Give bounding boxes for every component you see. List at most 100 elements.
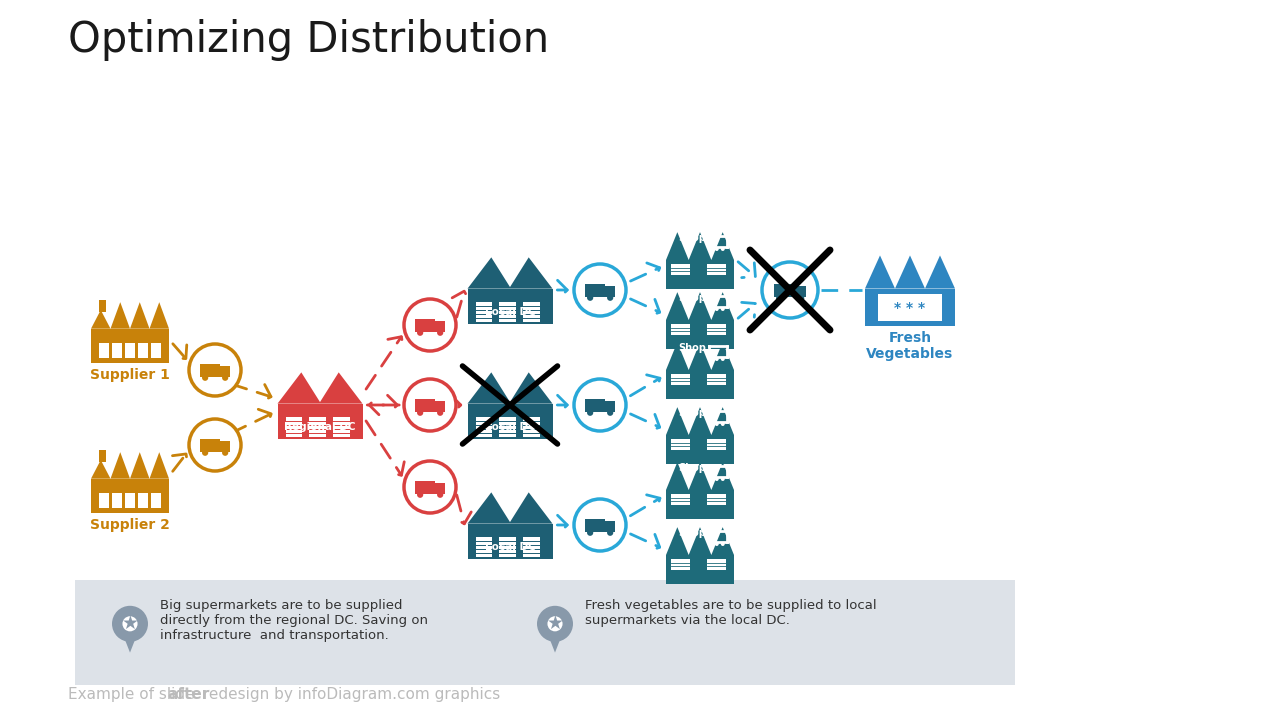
Bar <box>707 559 726 570</box>
Circle shape <box>417 410 424 416</box>
Bar <box>707 264 726 275</box>
Bar <box>524 536 539 557</box>
Bar <box>435 321 445 332</box>
Bar <box>499 536 516 557</box>
Bar <box>125 493 134 508</box>
Bar <box>100 493 109 508</box>
Text: * * *: * * * <box>895 301 925 315</box>
Bar <box>499 302 516 323</box>
Circle shape <box>189 419 241 471</box>
Bar <box>310 417 326 437</box>
Text: Optimizing Distribution: Optimizing Distribution <box>68 19 549 61</box>
Circle shape <box>404 461 456 513</box>
Circle shape <box>721 307 724 311</box>
Bar <box>333 417 349 437</box>
Polygon shape <box>666 342 733 370</box>
Circle shape <box>776 295 783 302</box>
Text: ★: ★ <box>122 614 138 634</box>
Text: redesign by infoDiagram.com graphics: redesign by infoDiagram.com graphics <box>198 687 500 702</box>
Circle shape <box>113 606 148 642</box>
Bar <box>672 374 690 385</box>
Bar <box>99 300 106 312</box>
Polygon shape <box>547 632 563 652</box>
Circle shape <box>123 616 137 631</box>
Bar <box>666 260 733 289</box>
Bar <box>285 417 302 437</box>
Circle shape <box>721 542 724 546</box>
Bar <box>476 302 493 323</box>
Bar <box>672 494 690 505</box>
Circle shape <box>588 294 593 301</box>
Bar <box>672 324 690 335</box>
Circle shape <box>714 247 719 251</box>
Circle shape <box>588 410 593 416</box>
Circle shape <box>548 616 563 631</box>
Circle shape <box>721 247 724 251</box>
Circle shape <box>436 410 443 416</box>
Bar <box>666 320 733 349</box>
Bar <box>707 324 726 335</box>
Circle shape <box>417 330 424 336</box>
Circle shape <box>573 264 626 316</box>
Bar <box>605 521 614 532</box>
Circle shape <box>221 374 228 381</box>
Circle shape <box>404 379 456 431</box>
Polygon shape <box>666 527 733 555</box>
Text: Shop: Shop <box>678 233 705 243</box>
Bar <box>100 343 109 359</box>
Text: Fresh
Vegetables: Fresh Vegetables <box>867 331 954 361</box>
Text: Shop: Shop <box>678 463 705 473</box>
Polygon shape <box>467 257 553 289</box>
Bar <box>200 364 220 377</box>
Polygon shape <box>666 232 733 260</box>
Bar <box>467 404 553 439</box>
Circle shape <box>714 307 719 311</box>
Bar <box>585 519 605 532</box>
Polygon shape <box>666 408 733 435</box>
Circle shape <box>573 499 626 551</box>
Circle shape <box>202 449 209 456</box>
Polygon shape <box>91 452 169 479</box>
Circle shape <box>607 530 613 536</box>
Bar <box>774 284 796 297</box>
Text: Local DC: Local DC <box>485 541 535 552</box>
Circle shape <box>762 262 818 318</box>
Bar <box>476 536 493 557</box>
Bar <box>666 555 733 584</box>
Text: Example of slide: Example of slide <box>68 687 200 702</box>
Bar <box>476 417 493 437</box>
Polygon shape <box>91 329 169 362</box>
Bar <box>666 490 733 519</box>
Text: Shop: Shop <box>678 528 705 539</box>
Circle shape <box>714 477 719 481</box>
Circle shape <box>721 357 724 361</box>
Bar <box>707 374 726 385</box>
Bar <box>524 302 539 323</box>
Text: Regional DC: Regional DC <box>284 422 356 431</box>
Bar <box>796 286 806 297</box>
Bar <box>278 404 362 439</box>
Polygon shape <box>666 292 733 320</box>
Bar <box>666 435 733 464</box>
Bar <box>138 493 147 508</box>
Bar <box>200 439 220 451</box>
Bar <box>220 366 230 377</box>
Polygon shape <box>467 372 553 404</box>
Polygon shape <box>865 256 955 289</box>
Text: after: after <box>168 687 210 702</box>
Circle shape <box>588 530 593 536</box>
Text: Local DC: Local DC <box>485 422 535 431</box>
Bar <box>435 483 445 494</box>
Circle shape <box>417 492 424 498</box>
Bar <box>707 439 726 450</box>
Circle shape <box>714 542 719 546</box>
Bar <box>138 343 147 359</box>
Polygon shape <box>278 372 362 404</box>
Polygon shape <box>122 632 138 652</box>
Text: Local DC: Local DC <box>485 307 535 317</box>
Bar <box>605 401 614 412</box>
Bar <box>467 523 553 559</box>
Text: Supplier 2: Supplier 2 <box>90 518 170 531</box>
Bar <box>125 343 134 359</box>
Text: Supplier 1: Supplier 1 <box>90 367 170 382</box>
